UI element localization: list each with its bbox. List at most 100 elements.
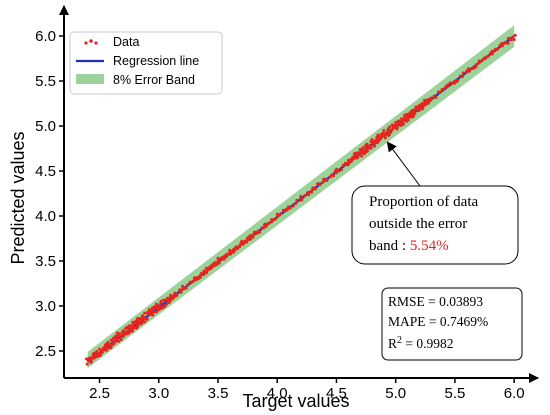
x-tick-label: 5.0 <box>385 385 406 402</box>
data-point <box>456 78 460 82</box>
data-point <box>228 248 232 252</box>
data-point <box>100 351 104 354</box>
data-point <box>210 265 214 269</box>
data-point <box>199 275 202 279</box>
data-point <box>109 346 113 350</box>
data-point <box>325 178 329 182</box>
annotation-line-1: Proportion of data <box>369 194 478 210</box>
data-point <box>360 154 364 158</box>
data-point <box>337 169 341 173</box>
legend-label-data: Data <box>113 35 139 49</box>
data-point <box>243 241 246 244</box>
annotation-band-prefix: band : <box>369 238 410 254</box>
x-tick-label: 6.0 <box>504 385 525 402</box>
data-point <box>275 212 279 216</box>
data-point <box>186 283 190 287</box>
data-point <box>332 174 336 178</box>
data-point <box>387 133 391 137</box>
r2-prefix: R <box>388 336 397 351</box>
mape-text: MAPE = 0.7469% <box>388 314 488 329</box>
y-axis-title: Predicted values <box>8 131 28 264</box>
data-point <box>512 38 516 42</box>
annotation-line-3: band : 5.54% <box>369 238 449 254</box>
data-point <box>258 230 262 234</box>
data-point <box>89 357 93 361</box>
data-point <box>179 290 183 294</box>
data-point <box>369 146 373 150</box>
data-point <box>109 338 113 342</box>
data-point <box>496 47 500 51</box>
r2-text: R2 = 0.9982 <box>388 335 454 351</box>
data-point <box>413 111 417 115</box>
data-point <box>511 35 515 39</box>
data-point <box>123 332 127 336</box>
data-point <box>175 292 178 296</box>
data-point <box>106 340 110 344</box>
data-point <box>264 224 268 228</box>
data-point <box>252 233 255 237</box>
annotation-percent-value: 5.54% <box>410 238 449 254</box>
data-point <box>263 222 267 226</box>
y-axis-ticks: 2.5 3.0 3.5 4.0 4.5 5.0 5.5 6.0 <box>35 28 64 360</box>
data-point <box>294 201 298 205</box>
data-point <box>154 302 158 306</box>
data-point <box>182 287 185 291</box>
data-point <box>388 125 392 129</box>
data-point <box>426 101 430 105</box>
data-point <box>311 186 315 190</box>
data-point <box>484 55 488 59</box>
data-point <box>155 310 159 314</box>
data-point <box>131 320 135 324</box>
data-point <box>356 152 360 156</box>
data-point <box>267 221 271 225</box>
data-point <box>128 324 132 328</box>
legend-data-marker <box>94 41 98 45</box>
data-point <box>506 41 510 45</box>
data-point <box>420 106 424 110</box>
data-point <box>119 338 123 341</box>
data-point <box>383 136 387 140</box>
data-point <box>310 189 314 193</box>
data-point <box>417 105 421 109</box>
data-point <box>105 346 109 350</box>
data-point <box>98 347 101 351</box>
data-point <box>395 124 398 128</box>
data-point <box>434 96 438 99</box>
x-tick-label: 4.5 <box>326 385 347 402</box>
data-point <box>121 335 125 339</box>
data-point <box>92 356 96 360</box>
data-point <box>303 194 307 198</box>
annotation-line-2: outside the error <box>369 216 467 232</box>
data-point <box>135 317 139 321</box>
data-point <box>151 310 155 314</box>
data-point <box>112 342 116 346</box>
data-point <box>446 84 450 88</box>
data-point <box>216 256 220 260</box>
data-point <box>466 67 470 71</box>
data-point <box>133 326 137 330</box>
legend-label-regression: Regression line <box>113 54 199 68</box>
data-point <box>217 261 221 265</box>
data-point <box>163 303 167 307</box>
x-axis-title: Target values <box>242 391 349 411</box>
data-point <box>329 174 333 178</box>
data-point <box>295 198 299 202</box>
data-point <box>181 284 184 288</box>
legend-label-band: 8% Error Band <box>113 73 195 87</box>
data-point <box>340 168 343 172</box>
data-point <box>382 129 386 132</box>
y-tick-label: 5.0 <box>35 118 56 135</box>
data-point <box>229 252 233 256</box>
legend-data-marker <box>84 41 88 45</box>
data-point <box>147 308 151 312</box>
data-point <box>115 331 119 335</box>
r2-superscript: 2 <box>397 335 402 346</box>
data-point <box>509 38 513 42</box>
data-point <box>96 354 99 358</box>
data-point <box>376 133 380 137</box>
data-point <box>89 361 93 364</box>
data-point <box>113 334 117 338</box>
data-point <box>157 308 161 312</box>
data-point <box>406 112 409 116</box>
